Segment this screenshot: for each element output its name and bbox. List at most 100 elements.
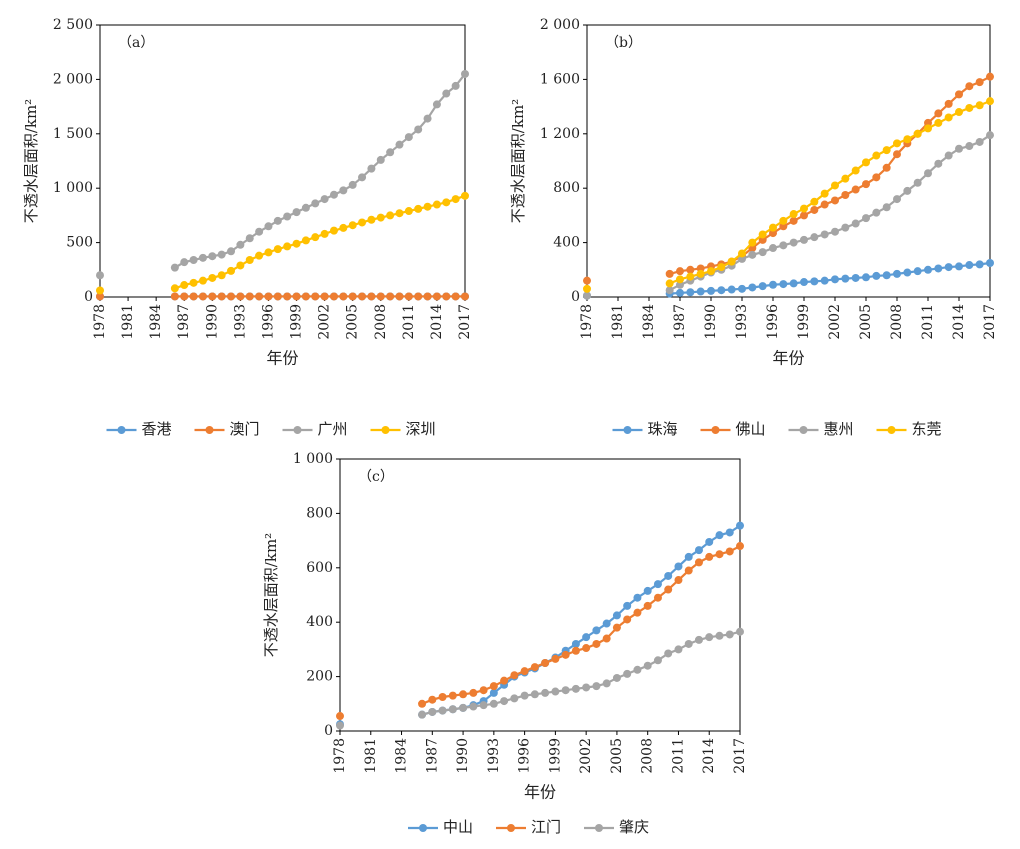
y-tick-label: 1 200 bbox=[540, 126, 580, 142]
data-point bbox=[748, 283, 757, 292]
data-point bbox=[329, 190, 338, 199]
data-point bbox=[255, 292, 264, 301]
data-point bbox=[738, 249, 746, 258]
data-point bbox=[414, 125, 423, 134]
data-point bbox=[208, 273, 217, 282]
data-point bbox=[367, 292, 376, 301]
data-point bbox=[592, 626, 601, 635]
data-point bbox=[686, 272, 695, 281]
data-point bbox=[705, 552, 714, 561]
data-point bbox=[810, 205, 819, 214]
legend-label: 佛山 bbox=[736, 420, 766, 438]
x-tick-label: 2005 bbox=[858, 304, 874, 340]
data-point bbox=[461, 191, 469, 200]
data-point bbox=[800, 235, 808, 244]
x-tick-label: 1987 bbox=[672, 304, 688, 340]
data-point bbox=[694, 635, 703, 644]
data-point bbox=[602, 679, 611, 688]
data-point bbox=[696, 269, 705, 278]
x-tick-label: 2002 bbox=[578, 738, 594, 774]
y-tick-label: 400 bbox=[306, 614, 333, 630]
data-point bbox=[404, 207, 413, 216]
x-tick-label: 1990 bbox=[204, 304, 220, 340]
data-point bbox=[571, 646, 580, 655]
data-point bbox=[448, 691, 457, 700]
legend-label: 珠海 bbox=[648, 420, 678, 438]
legend-label: 惠州 bbox=[824, 420, 854, 438]
data-point bbox=[779, 241, 788, 250]
data-point bbox=[955, 108, 963, 117]
data-point bbox=[684, 639, 693, 648]
x-tick-label: 1978 bbox=[579, 304, 595, 340]
data-point bbox=[851, 219, 860, 228]
data-point bbox=[367, 215, 376, 224]
x-tick-label: 2017 bbox=[732, 738, 748, 774]
data-point bbox=[583, 284, 591, 293]
legend-marker bbox=[381, 426, 390, 434]
data-point bbox=[676, 267, 684, 276]
data-point bbox=[561, 650, 570, 659]
data-point bbox=[395, 292, 404, 301]
data-point bbox=[217, 271, 226, 280]
data-point bbox=[707, 267, 715, 276]
y-tick-label: 400 bbox=[553, 235, 580, 251]
data-point bbox=[841, 223, 850, 232]
data-point bbox=[882, 271, 891, 280]
data-point bbox=[725, 547, 734, 556]
data-point bbox=[551, 654, 560, 663]
data-point bbox=[236, 240, 245, 249]
legend-marker bbox=[887, 426, 896, 434]
y-tick-label: 2 000 bbox=[540, 17, 580, 33]
plot-frame bbox=[586, 24, 991, 298]
x-axis-title: 年份 bbox=[266, 349, 298, 368]
data-point bbox=[189, 278, 198, 287]
data-point bbox=[903, 135, 912, 144]
data-point bbox=[893, 150, 901, 159]
data-point bbox=[423, 292, 432, 301]
data-point bbox=[851, 185, 860, 194]
x-tick-label: 1978 bbox=[332, 738, 348, 774]
data-point bbox=[727, 285, 736, 294]
x-tick-label: 1987 bbox=[424, 738, 440, 774]
data-point bbox=[469, 702, 478, 711]
data-point bbox=[245, 234, 254, 243]
data-point bbox=[264, 222, 273, 231]
legend-label: 江门 bbox=[531, 818, 561, 836]
data-point bbox=[198, 276, 207, 285]
data-point bbox=[944, 99, 953, 108]
data-point bbox=[934, 109, 943, 118]
data-point bbox=[376, 213, 385, 222]
data-point bbox=[489, 688, 498, 697]
data-point bbox=[602, 619, 611, 628]
data-point bbox=[986, 259, 994, 267]
y-tick-label: 800 bbox=[553, 180, 580, 196]
series-line bbox=[669, 100, 991, 285]
data-point bbox=[404, 292, 413, 301]
panel-label: （b） bbox=[605, 35, 642, 51]
data-point bbox=[612, 611, 621, 620]
x-tick-label: 1993 bbox=[486, 738, 502, 774]
data-point bbox=[461, 292, 469, 301]
data-point bbox=[292, 292, 301, 301]
data-point bbox=[944, 263, 953, 272]
data-point bbox=[965, 261, 974, 270]
data-point bbox=[841, 174, 850, 183]
data-point bbox=[329, 226, 338, 235]
data-point bbox=[348, 292, 357, 301]
data-point bbox=[664, 649, 673, 658]
data-point bbox=[582, 644, 591, 653]
data-point bbox=[432, 100, 441, 109]
data-point bbox=[665, 279, 674, 288]
data-point bbox=[208, 292, 217, 301]
legend-marker bbox=[419, 824, 427, 832]
data-point bbox=[428, 707, 437, 716]
data-point bbox=[612, 623, 621, 632]
data-point bbox=[311, 292, 320, 301]
data-point bbox=[358, 218, 367, 227]
data-point bbox=[841, 274, 850, 283]
data-point bbox=[694, 546, 703, 555]
data-point bbox=[789, 210, 798, 219]
x-tick-label: 2017 bbox=[982, 304, 998, 340]
data-point bbox=[862, 158, 870, 167]
